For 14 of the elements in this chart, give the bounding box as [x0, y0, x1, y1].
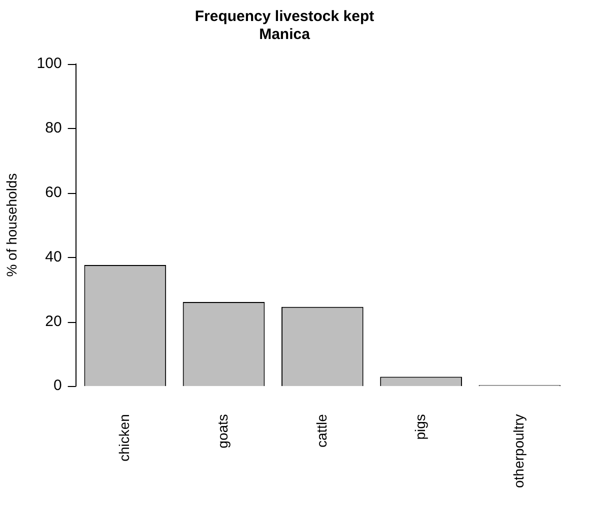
y-tick-label: 20	[45, 312, 62, 330]
chart-subtitle: Manica	[259, 26, 311, 44]
x-tick-label: otherpoultry	[510, 414, 527, 488]
y-tick-label: 40	[45, 248, 62, 266]
y-tick-label: 60	[45, 184, 62, 201]
chart-title: Frequency livestock kept	[194, 8, 374, 26]
x-tick-label: cattle	[313, 414, 330, 448]
y-tick-label: 80	[45, 120, 62, 137]
y-axis-title: % of households	[3, 173, 20, 277]
y-tick-label: 0	[53, 377, 62, 394]
x-tick-label: pigs	[412, 414, 428, 440]
x-tick-label: chicken	[116, 414, 132, 462]
y-tick-label: 100	[36, 55, 62, 72]
x-tick-label: goats	[214, 414, 231, 448]
